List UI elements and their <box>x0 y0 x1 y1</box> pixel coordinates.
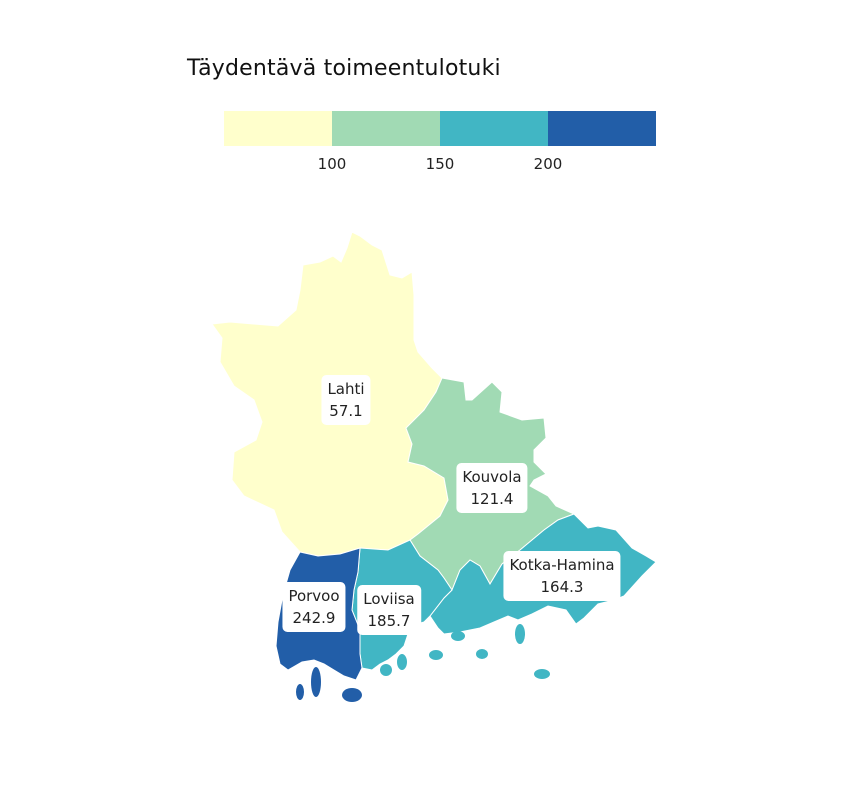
label-kouvola-value: 121.4 <box>470 490 514 508</box>
map-title: Täydentävä toimeentulotuki <box>187 56 501 81</box>
label-lahti-value: 57.1 <box>329 402 363 420</box>
legend-tick-200: 200 <box>533 155 563 173</box>
legend-tick-100: 100 <box>317 155 347 173</box>
label-loviisa-value: 185.7 <box>367 612 411 630</box>
label-kotka-hamina-value: 164.3 <box>540 578 584 596</box>
label-kotka-hamina-name: Kotka-Hamina <box>509 556 615 574</box>
label-kotka-hamina: Kotka-Hamina 164.3 <box>503 551 621 601</box>
legend-bin-2 <box>332 111 440 146</box>
archipelago-islands <box>296 624 550 702</box>
label-kouvola: Kouvola 121.4 <box>456 463 528 513</box>
legend-tick-150: 150 <box>425 155 455 173</box>
label-loviisa: Loviisa 185.7 <box>357 585 421 635</box>
legend-bin-3 <box>440 111 548 146</box>
label-porvoo: Porvoo 242.9 <box>282 582 346 632</box>
label-lahti: Lahti 57.1 <box>321 375 371 425</box>
label-kouvola-name: Kouvola <box>462 468 522 486</box>
label-porvoo-name: Porvoo <box>288 587 340 605</box>
label-lahti-name: Lahti <box>327 380 365 398</box>
color-legend <box>224 111 656 146</box>
legend-bin-1 <box>224 111 332 146</box>
label-porvoo-value: 242.9 <box>292 609 336 627</box>
label-loviisa-name: Loviisa <box>363 590 415 608</box>
legend-bin-4 <box>548 111 656 146</box>
